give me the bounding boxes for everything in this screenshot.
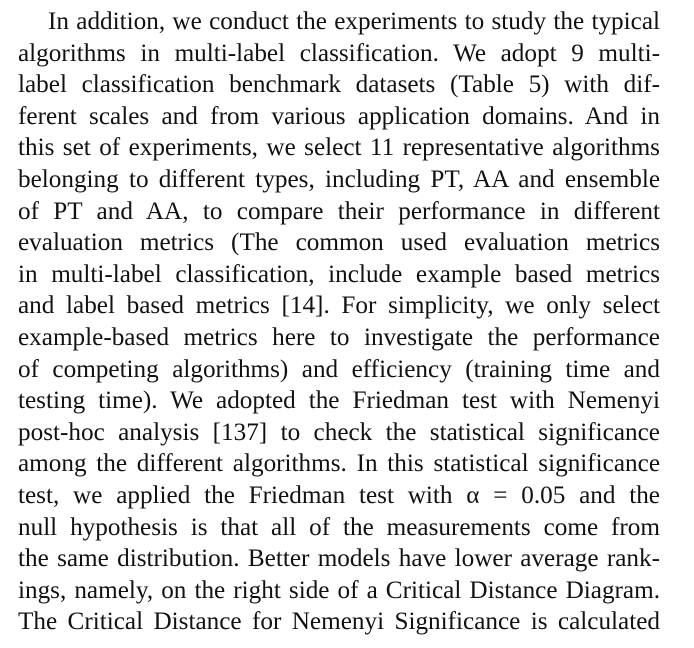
paragraph-line: algorithms in multi-label classification… xyxy=(18,39,660,67)
paragraph-line: belonging to different types, including … xyxy=(18,165,660,193)
paragraph-line: in multi-label classification, include e… xyxy=(18,260,660,288)
paragraph-line: of competing algorithms) and efficiency … xyxy=(18,355,660,383)
paragraph-line: evaluation metrics (The common used eval… xyxy=(18,229,660,257)
paragraph-line: testing time). We adopted the Friedman t… xyxy=(18,387,660,415)
paragraph-line: of PT and AA, to compare their performan… xyxy=(18,197,660,225)
paragraph-line: In addition, we conduct the experiments … xyxy=(48,8,660,35)
paragraph-line: ferent scales and from various applicati… xyxy=(18,102,660,130)
body-paragraph: In addition, we conduct the experiments … xyxy=(18,6,660,638)
paragraph-line: example-based metrics here to investigat… xyxy=(18,323,660,351)
paragraph-line: post-hoc analysis [137] to check the sta… xyxy=(18,418,660,446)
paragraph-line: this set of experiments, we select 11 re… xyxy=(18,134,660,162)
paragraph-line: label classification benchmark datasets … xyxy=(18,71,660,99)
paragraph-line: null hypothesis is that all of the measu… xyxy=(18,513,660,541)
paragraph-line: test, we applied the Friedman test with … xyxy=(18,481,660,509)
paragraph-line: ings, namely, on the right side of a Cri… xyxy=(18,576,660,604)
paragraph-line: and label based metrics [14]. For simpli… xyxy=(18,292,660,320)
paragraph-line: The Critical Distance for Nemenyi Signif… xyxy=(18,608,660,636)
paragraph-line: the same distribution. Better models hav… xyxy=(18,545,660,573)
paragraph-line: among the different algorithms. In this … xyxy=(18,450,660,478)
